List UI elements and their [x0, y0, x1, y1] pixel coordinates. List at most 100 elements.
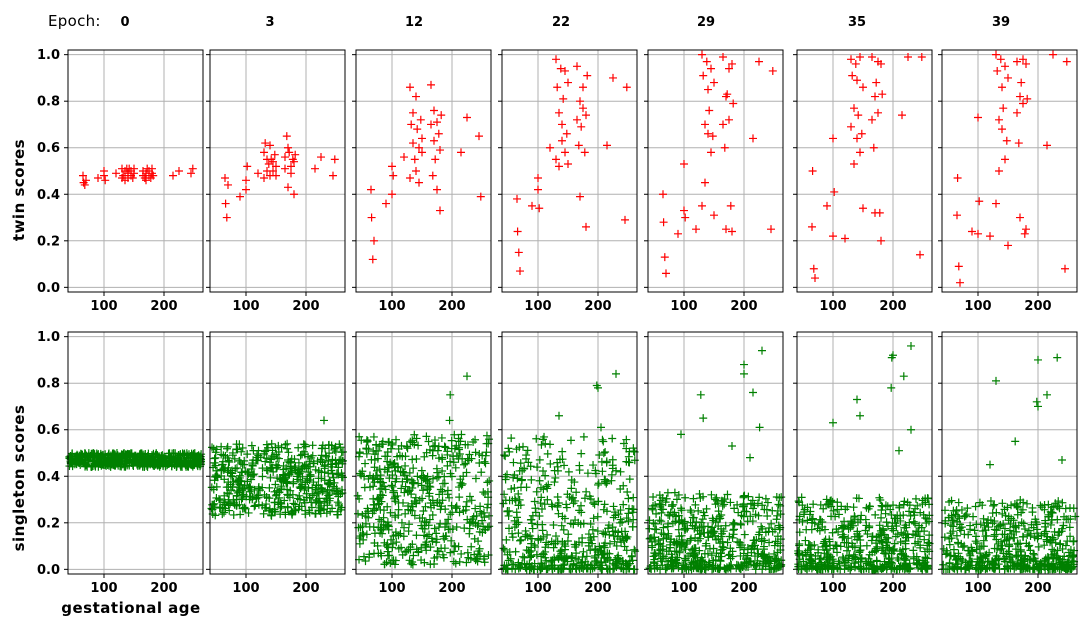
data-point [467, 542, 476, 551]
data-point [524, 458, 533, 467]
data-point [362, 435, 371, 444]
data-point [616, 467, 625, 476]
data-point [269, 167, 277, 175]
data-point [418, 134, 426, 143]
data-point [600, 500, 609, 509]
data-point [854, 111, 863, 120]
data-point [725, 532, 734, 541]
panel-frame [796, 49, 933, 293]
data-point [253, 491, 262, 500]
data-point [512, 445, 521, 454]
data-point [764, 527, 773, 536]
data-point [355, 449, 364, 458]
data-point [334, 470, 343, 479]
data-point [549, 543, 558, 552]
data-point [501, 565, 510, 574]
data-point [295, 491, 304, 500]
data-point [941, 550, 950, 559]
data-point [655, 516, 664, 525]
data-point [695, 530, 704, 539]
data-point [610, 537, 619, 546]
data-point [76, 449, 85, 458]
data-point [500, 490, 509, 499]
data-point [953, 211, 961, 220]
data-point [503, 550, 512, 559]
y-tick-label: 1.0 [37, 330, 60, 345]
data-point [308, 441, 317, 450]
data-point [558, 120, 566, 129]
data-point [208, 443, 217, 452]
data-point [665, 511, 674, 520]
data-point [629, 444, 638, 453]
data-point [532, 487, 541, 496]
data-point [576, 97, 584, 106]
data-point [440, 442, 449, 451]
data-point [851, 59, 860, 68]
data-point [998, 83, 1006, 92]
data-point [572, 565, 581, 574]
data-point [441, 443, 450, 452]
data-point [564, 467, 573, 476]
data-point [217, 450, 226, 459]
data-point [566, 436, 575, 445]
data-point [916, 250, 924, 259]
panel-frame [501, 331, 638, 575]
data-point [392, 474, 401, 483]
data-point [686, 536, 695, 545]
data-point [476, 192, 485, 201]
data-point [430, 136, 438, 145]
y-tick-label: 1.0 [37, 48, 60, 63]
data-point [260, 148, 268, 157]
data-point [374, 549, 383, 558]
data-point [719, 497, 728, 506]
data-point [499, 499, 508, 508]
data-point [383, 448, 392, 457]
panels: 0 3 12 22 29 35 39 100 200 0.0 0.2 0.4 0.6 0.8 1.0 100 2… [37, 15, 1080, 596]
data-point [261, 139, 270, 148]
data-point [428, 511, 437, 520]
data-point [823, 201, 831, 210]
data-point [414, 441, 423, 450]
data-point [245, 495, 254, 504]
data-point [730, 504, 739, 513]
data-point [540, 500, 549, 509]
data-point [215, 495, 224, 504]
data-point [443, 486, 452, 495]
data-point [761, 494, 770, 503]
data-point [251, 501, 260, 510]
data-point [94, 173, 102, 182]
data-point [437, 433, 446, 442]
data-point [514, 518, 523, 527]
data-point [672, 495, 681, 504]
data-point [432, 538, 441, 547]
data-point [165, 459, 174, 468]
data-point [1019, 519, 1028, 528]
data-point [591, 545, 600, 554]
data-point [142, 176, 150, 185]
panel-frame [209, 49, 346, 293]
x-tick-label: 100 [90, 299, 117, 314]
data-point [553, 83, 562, 92]
data-point [703, 549, 712, 558]
data-point [877, 236, 885, 245]
data-point [505, 447, 514, 456]
data-point [397, 484, 406, 493]
data-point [645, 524, 654, 533]
data-point [742, 507, 751, 516]
data-point [916, 543, 925, 552]
data-point [622, 457, 631, 466]
data-point [320, 468, 329, 477]
data-point [707, 64, 715, 73]
data-point [328, 455, 337, 464]
data-point [829, 418, 837, 427]
data-point [284, 143, 292, 152]
data-point [622, 546, 631, 555]
data-point [434, 129, 443, 138]
data-point [367, 213, 376, 222]
markers [939, 353, 1080, 574]
data-point [375, 515, 384, 524]
data-point [677, 506, 686, 515]
data-point [452, 441, 461, 450]
data-point [1065, 523, 1074, 532]
data-point [307, 498, 316, 507]
